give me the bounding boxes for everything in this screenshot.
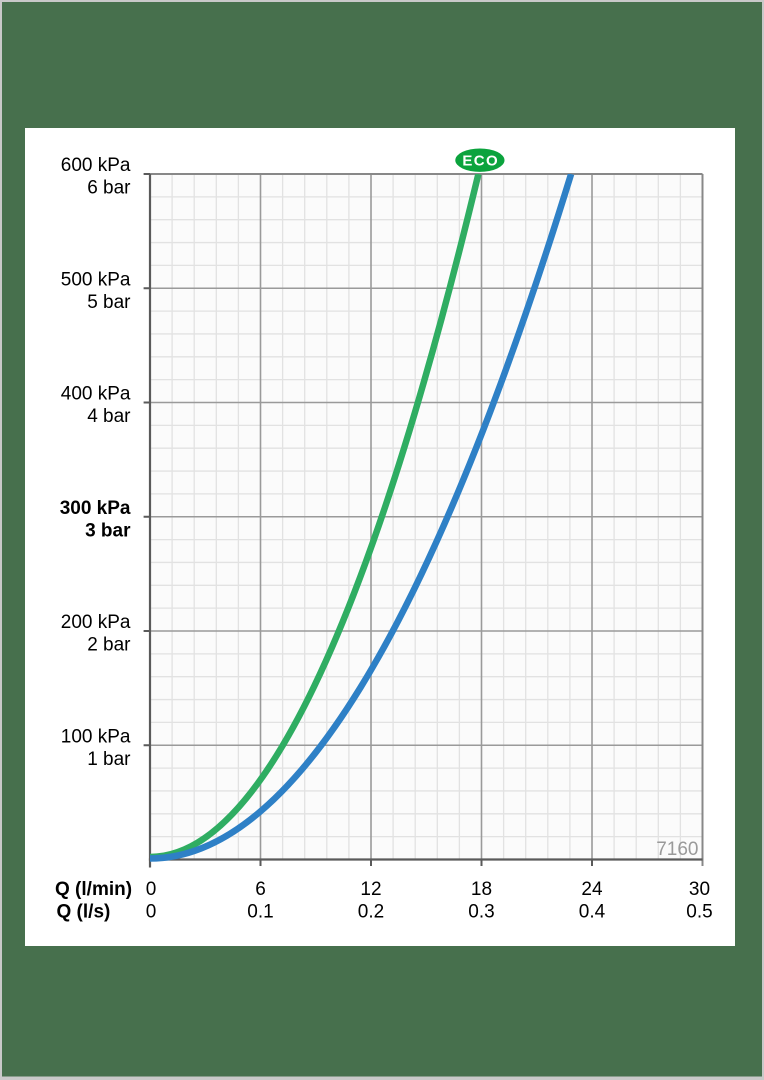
svg-text:0: 0: [146, 879, 157, 900]
svg-text:0.2: 0.2: [358, 902, 384, 923]
svg-text:Q (l/min): Q (l/min): [55, 879, 132, 900]
svg-text:100 kPa: 100 kPa: [61, 726, 131, 747]
svg-text:18: 18: [471, 879, 492, 900]
svg-text:0.5: 0.5: [686, 902, 712, 923]
svg-text:500 kPa: 500 kPa: [61, 269, 131, 290]
svg-text:5 bar: 5 bar: [87, 292, 131, 313]
svg-text:7160: 7160: [656, 839, 698, 860]
svg-text:24: 24: [581, 879, 603, 900]
svg-text:1 bar: 1 bar: [87, 749, 131, 770]
svg-text:2 bar: 2 bar: [87, 635, 131, 656]
svg-text:6: 6: [255, 879, 266, 900]
svg-text:6 bar: 6 bar: [87, 178, 131, 199]
svg-text:200 kPa: 200 kPa: [61, 612, 131, 633]
svg-text:0.1: 0.1: [247, 902, 273, 923]
svg-text:Q (l/s): Q (l/s): [57, 902, 111, 923]
svg-text:0: 0: [146, 902, 157, 923]
svg-text:ECO: ECO: [462, 153, 499, 170]
svg-text:12: 12: [360, 879, 381, 900]
svg-text:4 bar: 4 bar: [87, 406, 131, 427]
svg-text:3 bar: 3 bar: [85, 520, 131, 541]
svg-text:400 kPa: 400 kPa: [61, 384, 131, 405]
svg-text:0.3: 0.3: [468, 902, 494, 923]
svg-text:30: 30: [689, 879, 710, 900]
svg-text:600 kPa: 600 kPa: [61, 155, 131, 176]
svg-text:300 kPa: 300 kPa: [60, 498, 131, 519]
svg-text:0.4: 0.4: [579, 902, 606, 923]
